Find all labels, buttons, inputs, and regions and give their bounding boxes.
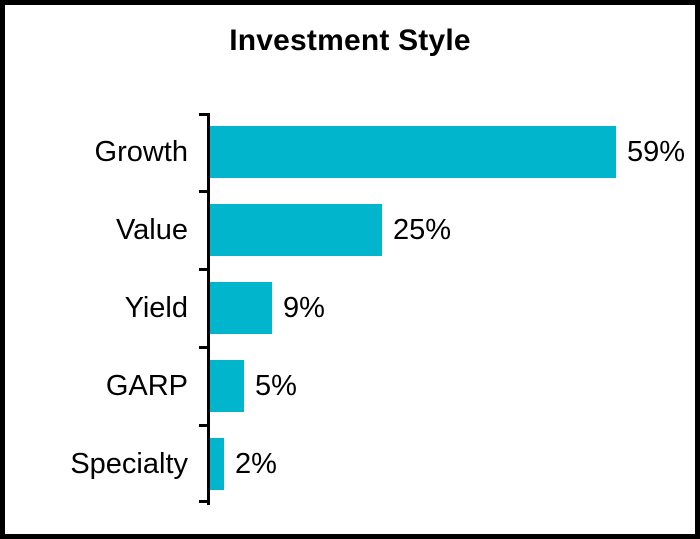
axis-tick <box>199 424 207 427</box>
value-label: 2% <box>235 447 277 480</box>
axis-tick <box>199 113 207 116</box>
value-label: 5% <box>255 369 297 402</box>
category-label: Growth <box>94 135 188 168</box>
axis-tick <box>199 190 207 193</box>
bar-row: Specialty 2% <box>5 425 695 503</box>
bar-row: Growth 59% <box>5 113 695 191</box>
category-label: GARP <box>105 369 188 402</box>
plot-area: Growth 59% Value 25% Yield 9% GARP 5% Specialty 2… <box>5 113 695 505</box>
axis-tick <box>199 346 207 349</box>
value-label: 25% <box>393 213 452 246</box>
category-label: Specialty <box>70 447 188 480</box>
category-label: Value <box>115 213 188 246</box>
bar <box>210 438 224 490</box>
axis-tick <box>199 500 207 503</box>
bar-row: Value 25% <box>5 191 695 269</box>
bar-row: Yield 9% <box>5 269 695 347</box>
bar <box>210 360 244 412</box>
value-label: 9% <box>283 291 325 324</box>
bar-row: GARP 5% <box>5 347 695 425</box>
axis-tick <box>199 268 207 271</box>
bar <box>210 204 382 256</box>
bar <box>210 126 616 178</box>
y-axis-line <box>207 113 210 505</box>
bar <box>210 282 272 334</box>
value-label: 59% <box>627 135 686 168</box>
category-label: Yield <box>124 291 188 324</box>
chart-title: Investment Style <box>229 24 471 57</box>
bar-rows: Growth 59% Value 25% Yield 9% GARP 5% Specialty 2… <box>5 113 695 503</box>
